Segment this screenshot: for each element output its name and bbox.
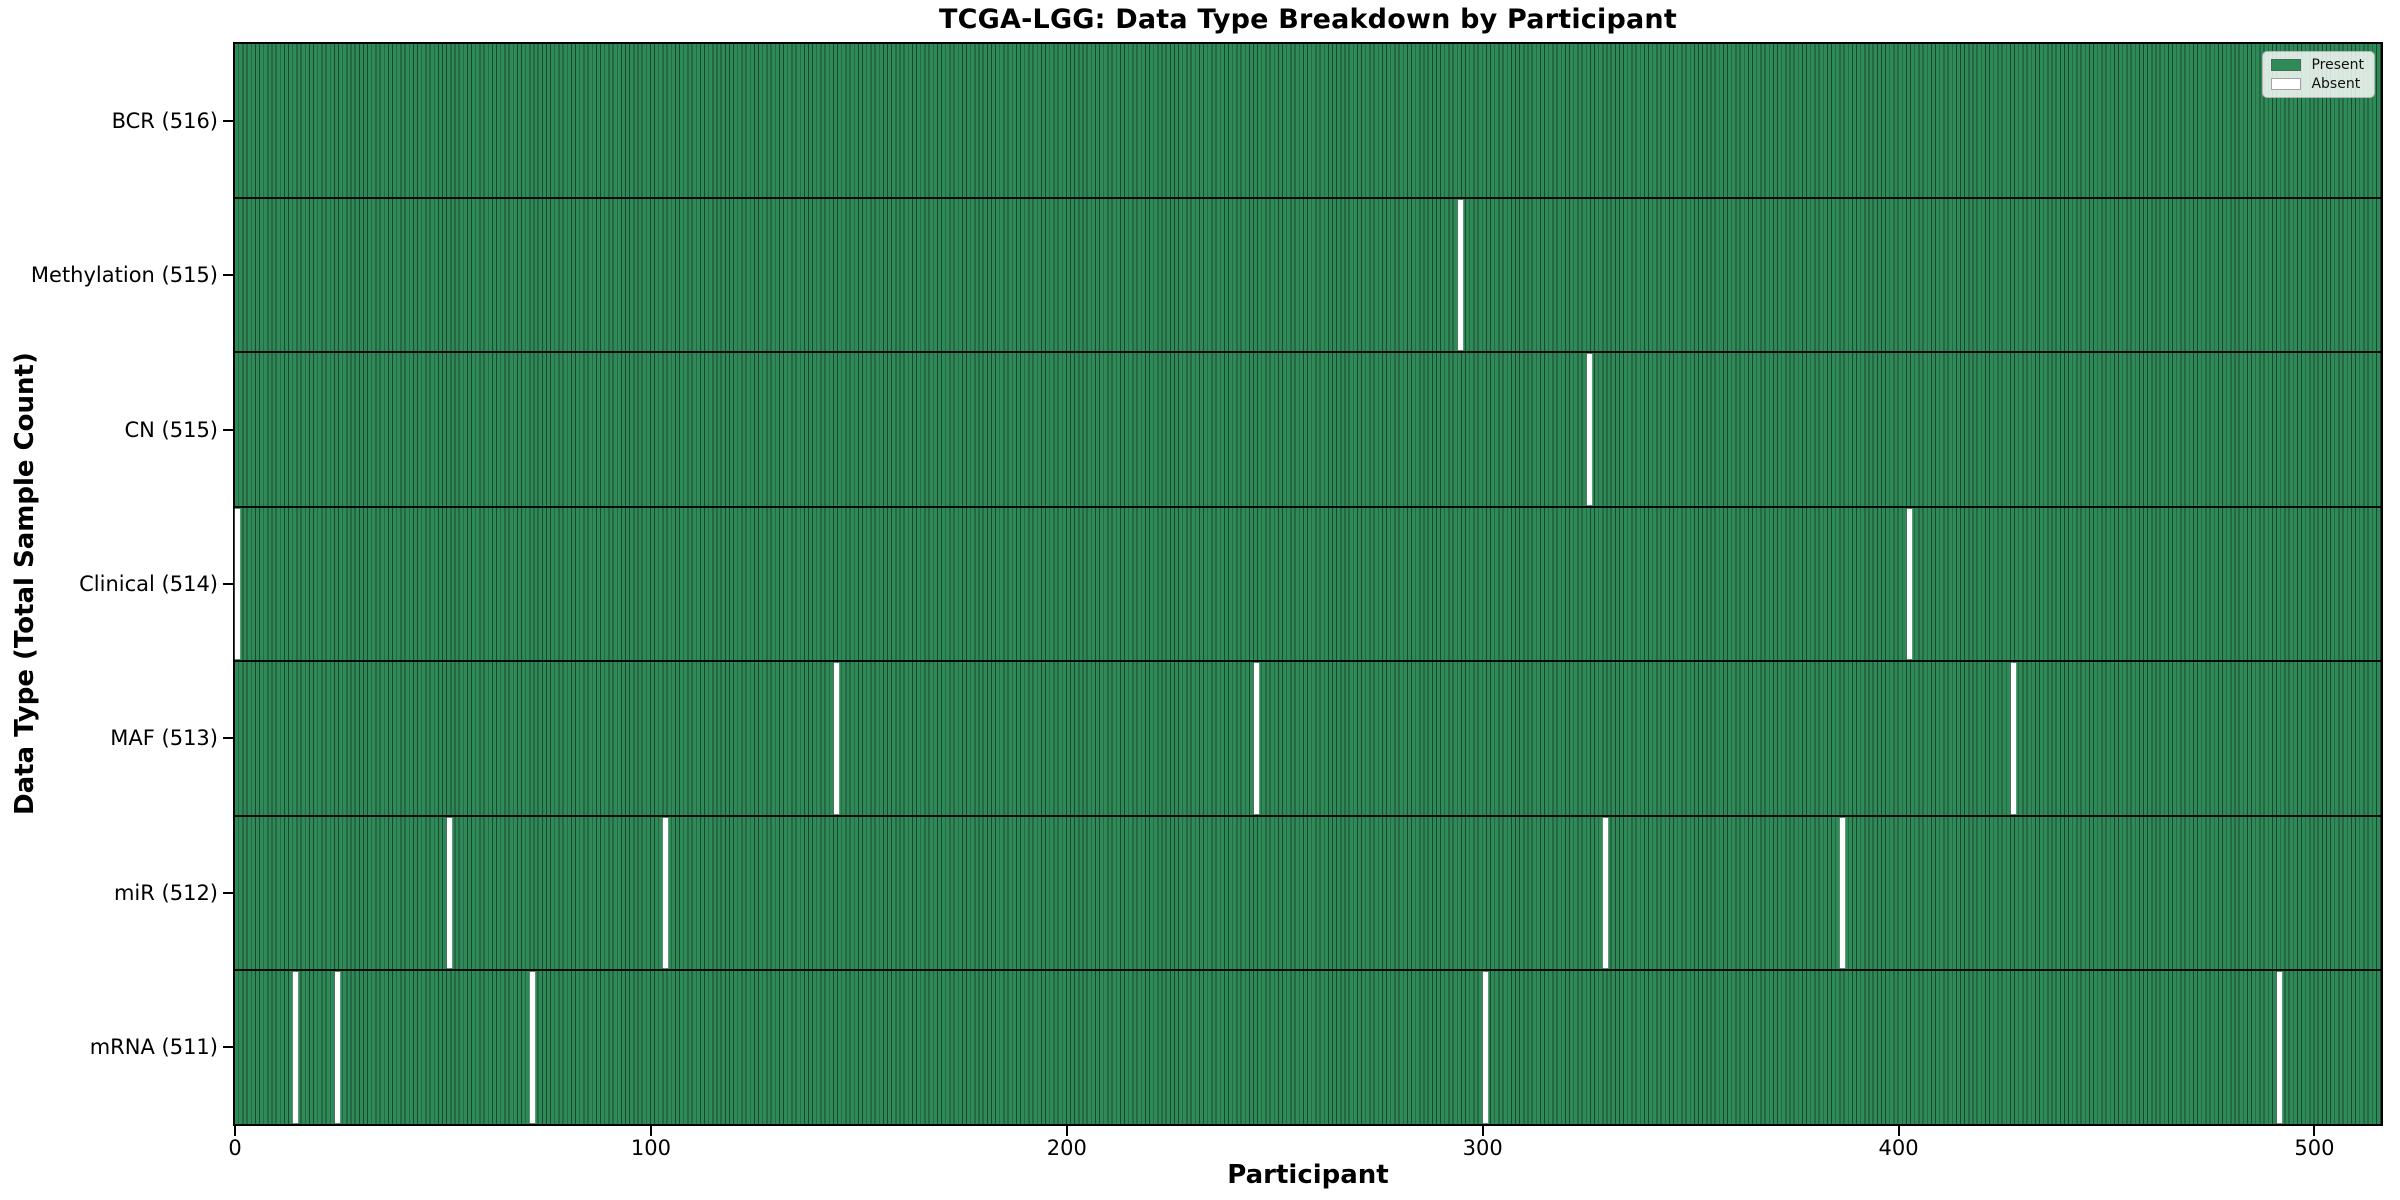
y-axis-label: Data Type (Total Sample Count) [10, 352, 40, 816]
x-tick-label: 400 [1878, 1136, 1919, 1160]
x-tick-label: 500 [2294, 1136, 2335, 1160]
absent-gap [1603, 817, 1609, 969]
row-MAF [235, 662, 2381, 817]
absent-gap [235, 508, 240, 660]
y-tick-mark [223, 428, 233, 431]
y-tick-label: CN (515) [124, 417, 218, 442]
absent-gap [1906, 508, 1912, 660]
row-miR [235, 816, 2381, 972]
x-tick-mark [1481, 1126, 1484, 1136]
absent-gap [2277, 972, 2283, 1124]
row-Clinical [235, 507, 2381, 663]
row-Methylation [235, 198, 2381, 354]
legend-swatch-icon [2271, 59, 2302, 71]
y-tick-label: mRNA (511) [89, 1034, 218, 1059]
chart-title: TCGA-LGG: Data Type Breakdown by Partici… [939, 4, 1677, 35]
legend: Present Absent [2262, 51, 2375, 98]
x-axis-label: Participant [1227, 1160, 1389, 1190]
y-tick-mark [223, 583, 233, 585]
y-tick-label: BCR (516) [111, 109, 218, 134]
y-tick-mark [223, 274, 233, 277]
y-tick-mark [223, 1045, 233, 1048]
legend-label: Present [2311, 57, 2364, 73]
y-tick-label: Methylation (515) [30, 263, 218, 288]
legend-label: Absent [2311, 76, 2361, 92]
heatmap-rows [235, 44, 2381, 1125]
legend-entry: Present [2271, 58, 2364, 72]
y-tick-label: Clinical (514) [79, 572, 218, 596]
absent-gap [1586, 354, 1592, 505]
x-tick-label: 200 [1046, 1136, 1087, 1160]
plot-area: Present Absent [233, 42, 2383, 1126]
absent-gap [1482, 972, 1488, 1124]
legend-swatch-icon [2271, 78, 2302, 90]
x-tick-label: 300 [1462, 1136, 1503, 1160]
y-tick-mark [223, 737, 233, 740]
row-BCR [235, 44, 2381, 199]
x-tick-mark [649, 1126, 652, 1136]
absent-gap [663, 817, 669, 969]
absent-gap [293, 972, 299, 1124]
absent-gap [447, 817, 453, 969]
absent-gap [833, 663, 839, 814]
y-tick-mark [223, 120, 233, 123]
absent-gap [2010, 663, 2016, 814]
absent-gap [334, 972, 340, 1124]
x-tick-label: 100 [630, 1136, 671, 1160]
y-tick-label: MAF (513) [110, 726, 218, 751]
legend-entry: Absent [2271, 77, 2364, 91]
y-tick-mark [223, 891, 233, 894]
absent-gap [530, 972, 536, 1124]
absent-gap [1840, 817, 1846, 969]
row-CN [235, 353, 2381, 508]
x-tick-label: 0 [228, 1136, 242, 1160]
y-tick-label: miR (512) [113, 880, 218, 905]
x-tick-mark [234, 1126, 236, 1136]
absent-gap [1457, 199, 1463, 351]
x-tick-mark [1897, 1126, 1900, 1136]
x-tick-mark [1065, 1126, 1068, 1136]
x-tick-mark [2313, 1126, 2316, 1136]
row-mRNA [235, 971, 2381, 1125]
absent-gap [1253, 663, 1259, 814]
